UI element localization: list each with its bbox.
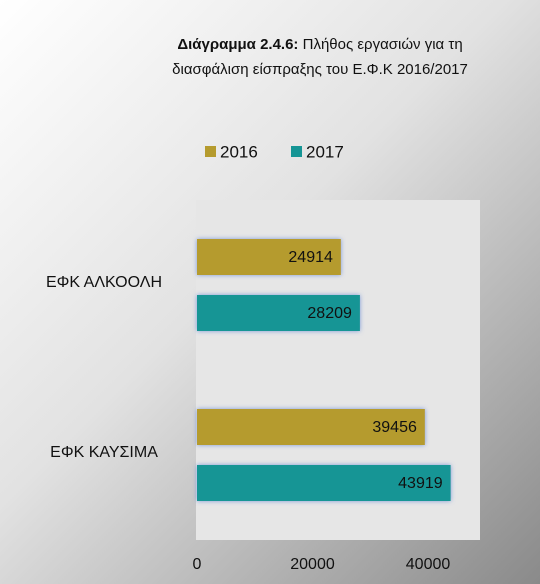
legend-label: 2016	[220, 142, 258, 161]
legend-swatch	[205, 146, 216, 157]
y-tick-label: ΕΦΚ ΚΑΥΣΙΜΑ	[50, 444, 158, 461]
y-tick-label: ΕΦΚ ΑΛΚΟΟΛΗ	[46, 274, 162, 291]
title-prefix: Διάγραμμα 2.4.6:	[177, 36, 299, 53]
value-label: 39456	[372, 419, 417, 436]
x-tick-label: 0	[193, 556, 202, 573]
bar	[197, 409, 425, 445]
bar	[197, 465, 451, 501]
title-text: Πλήθος εργασιών για τη διασφάλιση είσπρα…	[172, 36, 468, 78]
value-label: 28209	[307, 305, 352, 322]
bar	[197, 295, 360, 331]
legend-swatch	[291, 146, 302, 157]
value-label: 24914	[288, 249, 333, 266]
x-tick-label: 20000	[290, 556, 335, 573]
x-tick-label: 40000	[406, 556, 451, 573]
bar	[197, 239, 341, 275]
value-label: 43919	[398, 475, 443, 492]
chart-title: Διάγραμμα 2.4.6: Πλήθος εργασιών για τη …	[170, 32, 470, 82]
legend-label: 2017	[306, 142, 344, 161]
